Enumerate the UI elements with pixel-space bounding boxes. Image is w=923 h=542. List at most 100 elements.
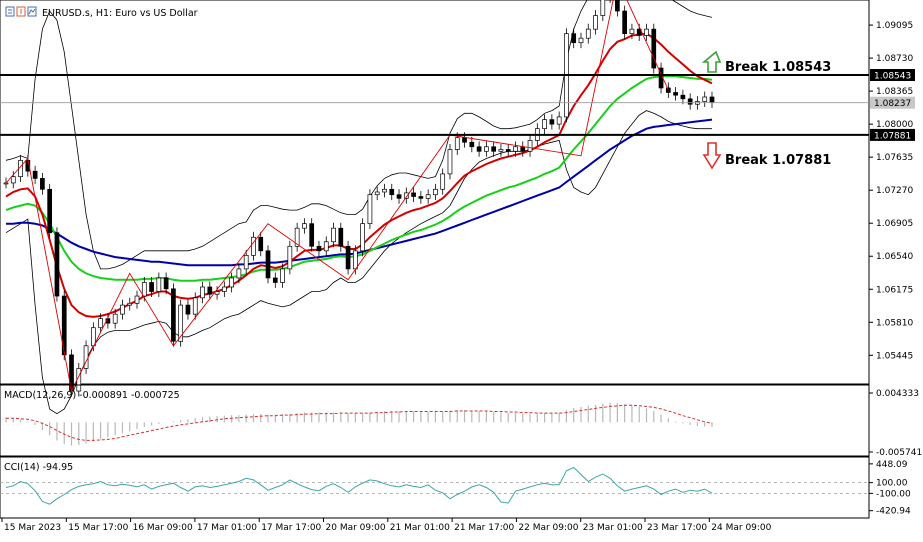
level-price-tag [870, 69, 915, 82]
candle-body [578, 37, 584, 44]
candle-body [316, 245, 322, 252]
candle-body [403, 192, 409, 199]
candle-body [687, 98, 693, 105]
horizontal-levels[interactable]: 1.08543 1.07881 1.08237 [0, 69, 915, 141]
cci-tick-label: 100.00 [876, 479, 908, 489]
candle-body [425, 194, 431, 199]
cci-panel: CCI(14) -94.95 448.09 100.00-100.00 -420.9… [0, 456, 911, 519]
candle-body [338, 227, 344, 247]
candle-body [214, 291, 220, 295]
level-price-label: 1.07881 [874, 131, 911, 141]
price-panel: 1.09095 1.08730 1.08365 1.08000 1.07635 1.072… [0, 0, 915, 415]
bollinger-upper-band [5, 0, 713, 270]
candle-body [454, 137, 460, 150]
candle-body [287, 245, 293, 270]
time-tick-label: 23 Mar 17:00 [647, 523, 707, 533]
candle-body [571, 33, 577, 44]
current-price-tag [870, 96, 915, 109]
time-tick-label: 16 Mar 09:00 [133, 523, 193, 533]
macd-panel-border [0, 384, 870, 457]
candle-body [272, 277, 278, 283]
candle-body [498, 149, 504, 152]
time-tick-label: 17 Mar 01:00 [197, 523, 257, 533]
price-tick-label: 1.06175 [876, 285, 913, 295]
cci-panel-border [0, 456, 870, 519]
candle-body [462, 137, 467, 143]
macd-tick-label: 0.004333 [876, 389, 919, 399]
candle-body [200, 286, 205, 299]
candle-body [600, 0, 606, 16]
candle-body [433, 188, 438, 196]
candle-body [374, 191, 380, 196]
price-tick-label: 1.07270 [876, 186, 913, 196]
candle-body [120, 304, 125, 315]
candle-body [411, 192, 416, 197]
candles-icon[interactable] [5, 6, 15, 17]
candle-body [636, 28, 642, 36]
price-tick-label: 1.07635 [876, 153, 913, 163]
candle-body [302, 223, 307, 229]
break-annotations: Break 1.08543 Break 1.07881 [701, 50, 831, 170]
candle-body [222, 286, 227, 292]
candle-body [396, 194, 402, 199]
candle-body [163, 277, 169, 290]
chart-type-icons[interactable] [5, 6, 37, 17]
price-panel-border [0, 0, 870, 385]
macd-panel: MACD(12,26,9) -0.000891 -0.000725 0.0043… [0, 384, 922, 458]
candle-body [294, 227, 300, 247]
macd-header: MACD(12,26,9) -0.000891 -0.000725 [4, 390, 180, 401]
candle-body [47, 188, 53, 234]
cci-tick-label: 448.09 [876, 460, 908, 470]
price-tick-label: 1.06905 [876, 219, 913, 229]
candle-body [615, 0, 620, 12]
candle-body [505, 149, 511, 152]
candle-body [258, 236, 264, 252]
red-down-arrow-icon [702, 142, 722, 170]
candle-body [32, 170, 38, 179]
price-tick-label: 1.06540 [876, 252, 913, 262]
candle-body [527, 140, 533, 152]
chart-title: EURUSD.s, H1: Euro vs US Dollar [42, 8, 198, 19]
ma-mid-line [5, 75, 713, 282]
macd-histogram [5, 402, 713, 446]
candle-body [251, 236, 256, 256]
candle-body [556, 116, 562, 125]
candle-body [360, 223, 365, 252]
level-price-tag [870, 128, 915, 141]
zigzag-line [5, 0, 669, 393]
candle-body [665, 87, 671, 93]
candle-body [440, 173, 446, 190]
candle-body [520, 146, 526, 152]
time-tick-label: 15 Mar 17:00 [68, 523, 128, 533]
candle-body [54, 232, 60, 297]
price-tick-label: 1.05445 [876, 351, 913, 361]
time-tick-label: 20 Mar 09:00 [326, 523, 386, 533]
candle-body [90, 327, 96, 347]
price-tick-label: 1.05810 [876, 318, 913, 328]
candle-body [389, 188, 395, 196]
candle-body [673, 92, 678, 96]
time-tick-label: 23 Mar 01:00 [583, 523, 643, 533]
candle-body [265, 250, 271, 279]
candles [3, 0, 715, 397]
time-tick-label: 15 Mar 2023 [4, 523, 61, 533]
candle-body [112, 313, 118, 324]
candle-body [323, 241, 329, 252]
candle-body [382, 188, 387, 193]
macd-tick-label: -0.005741 [876, 448, 922, 458]
candle-body [280, 268, 285, 283]
time-axis: 15 Mar 2023 15 Mar 17:00 16 Mar 09:00 17 Ma… [1, 518, 772, 533]
candle-body [236, 268, 242, 279]
candle-body [40, 178, 45, 190]
price-tick-label: 1.08730 [876, 54, 913, 64]
candle-body [243, 254, 249, 270]
candle-body [192, 297, 198, 315]
candle-body [141, 282, 147, 297]
macd-signal-polyline [6, 404, 713, 441]
candle-body [171, 288, 176, 342]
candle-body [345, 245, 351, 270]
line-chart-icon-line [28, 8, 36, 15]
moving-averages [5, 32, 713, 318]
